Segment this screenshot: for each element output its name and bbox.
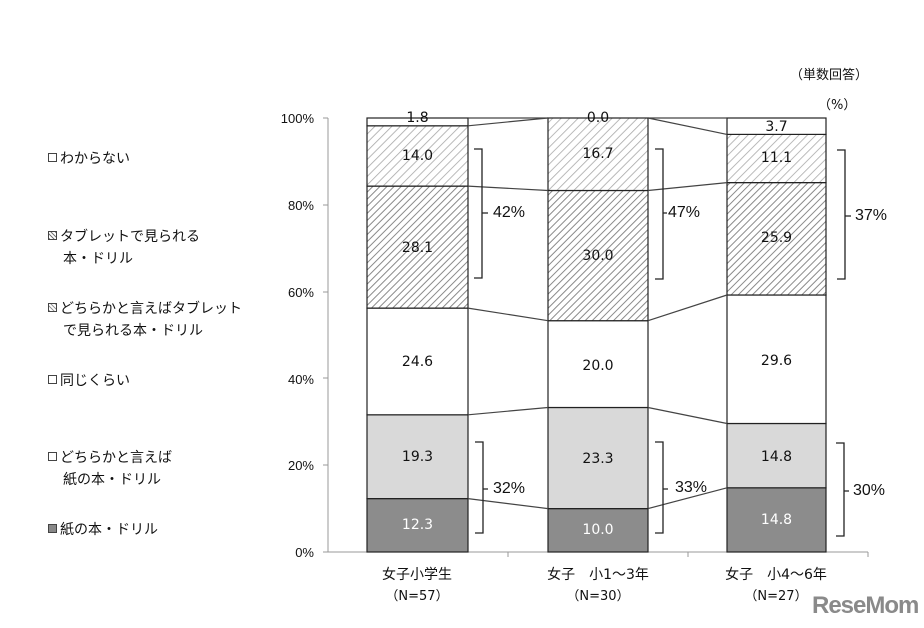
legend-swatch-icon: [48, 231, 57, 240]
legend-item-rather-paper: どちらかと言えば 紙の本・ドリル: [48, 447, 172, 491]
value-label: 14.8: [760, 512, 793, 528]
value-label: 10.0: [582, 522, 614, 538]
legend-swatch-icon: [48, 303, 57, 312]
legend-swatch-icon: [48, 452, 57, 461]
bar-grade-4-6: [726, 117, 827, 553]
paper-total-label: 32%: [493, 480, 526, 497]
value-label: 28.1: [401, 240, 434, 256]
value-label: 19.3: [401, 449, 434, 465]
tablet-total-label: 42%: [493, 204, 526, 221]
paper-total-label: 33%: [675, 479, 708, 496]
legend-label: 紙の本・ドリル: [60, 522, 158, 538]
tablet-total-label: 37%: [855, 207, 888, 224]
value-label: 24.6: [401, 354, 434, 370]
category-name: 女子 小4～6年: [725, 567, 827, 583]
y-tick-40: 40%: [287, 372, 314, 387]
value-label: 16.7: [582, 146, 614, 162]
y-tick-100: 100%: [280, 111, 314, 126]
value-label: 3.7: [765, 119, 788, 135]
series-connector-lines: [467, 117, 728, 510]
legend-label: タブレットで見られる: [60, 229, 200, 245]
legend-label: どちらかと言えば: [60, 450, 172, 466]
legend-swatch-icon: [48, 375, 57, 384]
y-tick-0: 0%: [295, 545, 314, 560]
value-label: 20.0: [582, 358, 614, 374]
value-label: 23.3: [582, 451, 614, 467]
legend-item-paper: 紙の本・ドリル: [48, 519, 158, 541]
y-tick-60: 60%: [287, 285, 314, 300]
category-label-grade-4-6: 女子 小4～6年 （N=27）: [686, 564, 866, 608]
category-name: 女子 小1～3年: [547, 567, 649, 583]
y-tick-80: 80%: [287, 198, 314, 213]
category-label-all: 女子小学生 （N=57）: [327, 564, 507, 608]
legend-label: わからない: [60, 151, 130, 167]
value-label: 29.6: [760, 353, 793, 369]
sample-size: （N=57）: [385, 589, 449, 604]
legend-label-line2: 紙の本・ドリル: [63, 472, 161, 488]
legend-swatch-icon: [48, 153, 57, 162]
legend-swatch-icon: [48, 524, 57, 533]
y-tick-20: 20%: [287, 458, 314, 473]
tablet-total-label: 47%: [668, 204, 701, 221]
unit-label: （%）: [818, 98, 857, 113]
category-label-grade-1-3: 女子 小1～3年 （N=30）: [508, 564, 688, 608]
legend-item-rather-tablet: どちらかと言えばタブレット で見られる本・ドリル: [48, 298, 242, 342]
value-label: 11.1: [760, 150, 793, 166]
value-label: 14.8: [760, 449, 793, 465]
sample-size: （N=27）: [744, 589, 808, 604]
legend-label: 同じくらい: [60, 373, 130, 389]
bar-grade-1-3: [547, 117, 649, 553]
paper-total-label: 30%: [853, 482, 886, 499]
value-label: 30.0: [582, 248, 614, 264]
x-axis: [328, 551, 869, 557]
legend-label-line2: 本・ドリル: [63, 251, 133, 267]
legend-label-line2: で見られる本・ドリル: [63, 323, 203, 339]
legend-item-same: 同じくらい: [48, 370, 130, 392]
value-label: 14.0: [401, 148, 434, 164]
legend-item-unknown: わからない: [48, 148, 130, 170]
brackets: [474, 148, 851, 537]
resemom-logo: ReseMom: [812, 592, 919, 619]
sample-size: （N=30）: [566, 589, 630, 604]
value-label: 12.3: [401, 517, 434, 533]
y-axis: [323, 117, 329, 553]
legend-item-tablet: タブレットで見られる 本・ドリル: [48, 226, 200, 270]
answer-type-note: （単数回答）: [790, 68, 869, 83]
value-label: 25.9: [760, 230, 793, 246]
category-name: 女子小学生: [382, 567, 452, 583]
legend-label: どちらかと言えばタブレット: [60, 301, 242, 317]
bar-all-girls: [366, 117, 469, 553]
value-label: 1.8: [406, 110, 429, 126]
value-label: 0.0: [586, 110, 610, 126]
